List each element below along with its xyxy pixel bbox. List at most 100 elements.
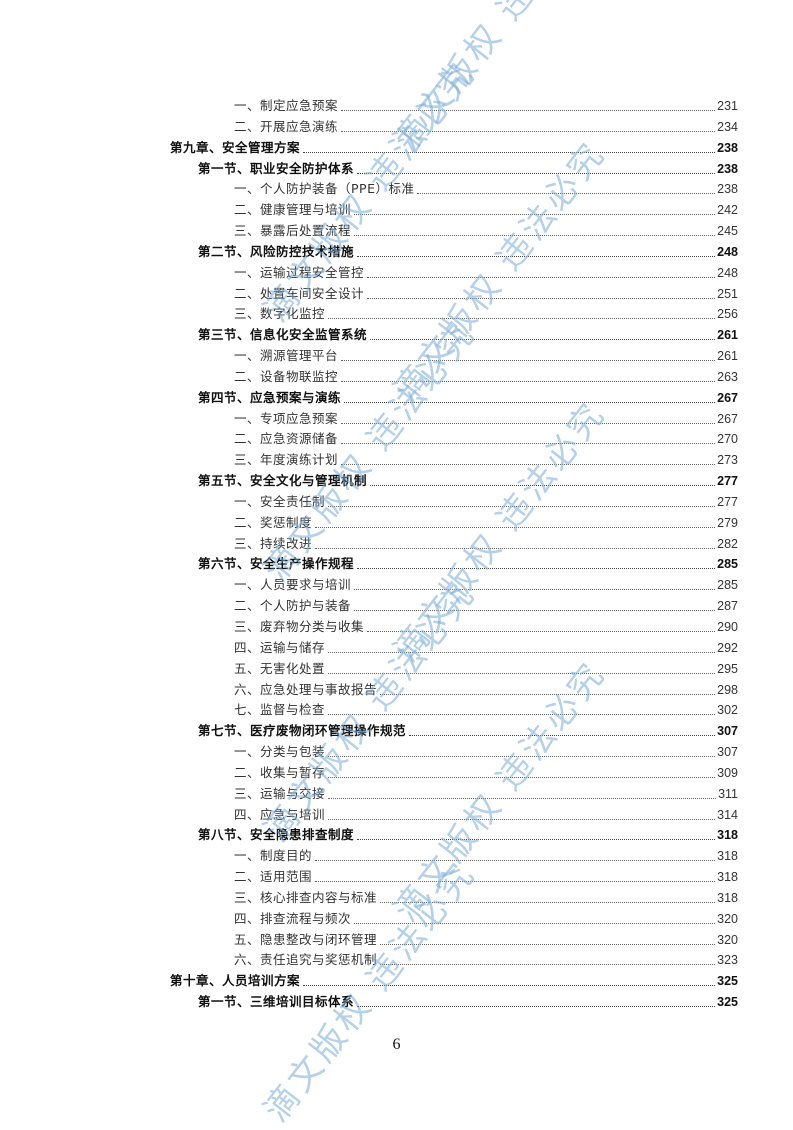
toc-section[interactable]: 第二节、风险防控技术措施 248 — [198, 242, 738, 262]
dot-leader — [357, 568, 716, 570]
toc-chapter[interactable]: 第十章、人员培训方案 325 — [170, 971, 738, 991]
toc-page: 263 — [717, 369, 738, 384]
toc-item[interactable]: 一、个人防护装备（PPE）标准 238 — [234, 179, 738, 199]
toc-item[interactable]: 三、暴露后处置流程 245 — [234, 221, 738, 241]
toc-page: 307 — [717, 745, 738, 760]
toc-item[interactable]: 二、个人防护与装备 287 — [234, 596, 738, 616]
toc-item[interactable]: 二、收集与暂存 309 — [234, 763, 738, 783]
toc-section[interactable]: 第七节、医疗废物闭环管理操作规范 307 — [198, 721, 738, 741]
toc-title: 四、运输与储存 — [234, 639, 326, 655]
toc-page: 277 — [717, 494, 738, 509]
toc-section[interactable]: 第四节、应急预案与演练 267 — [198, 388, 738, 408]
toc-title: 一、分类与包装 — [234, 744, 326, 760]
toc-item[interactable]: 一、制度目的 318 — [234, 846, 738, 866]
toc-section[interactable]: 第五节、安全文化与管理机制 277 — [198, 471, 738, 491]
toc-title: 七、监督与检查 — [234, 702, 326, 718]
dot-leader — [357, 1006, 716, 1008]
toc-section[interactable]: 第一节、三维培训目标体系 325 — [198, 992, 738, 1012]
toc-item[interactable]: 二、应急资源储备 270 — [234, 429, 738, 449]
dot-leader — [354, 235, 716, 237]
toc-item[interactable]: 二、健康管理与培训 242 — [234, 200, 738, 220]
toc-page: 231 — [717, 99, 738, 113]
toc-page: 282 — [717, 536, 738, 551]
toc-item[interactable]: 二、开展应急演练 234 — [234, 117, 738, 137]
toc-page: 325 — [717, 974, 738, 989]
toc-title: 一、专项应急预案 — [234, 410, 339, 426]
toc-section[interactable]: 第八节、安全隐患排查制度 318 — [198, 825, 738, 845]
toc-item[interactable]: 一、人员要求与培训 285 — [234, 575, 738, 595]
toc-item[interactable]: 三、核心排查内容与标准 318 — [234, 888, 738, 908]
toc-item[interactable]: 二、奖惩制度 279 — [234, 513, 738, 533]
dot-leader — [341, 110, 716, 111]
dot-leader — [328, 797, 717, 799]
toc-page: 248 — [717, 244, 738, 259]
toc-section[interactable]: 第六节、安全生产操作规程 285 — [198, 554, 738, 574]
toc-title: 二、个人防护与装备 — [234, 598, 352, 614]
toc-page: 311 — [718, 786, 738, 801]
toc-page: 287 — [717, 599, 738, 614]
toc-chapter[interactable]: 第九章、安全管理方案 238 — [170, 138, 738, 158]
toc-item[interactable]: 一、运输过程安全管控 248 — [234, 263, 738, 283]
dot-leader — [354, 214, 716, 216]
toc-item[interactable]: 七、监督与检查 302 — [234, 700, 738, 720]
toc-item[interactable]: 三、数字化监控 256 — [234, 304, 738, 324]
toc-title: 第二节、风险防控技术措施 — [198, 243, 355, 259]
toc-section[interactable]: 第三节、信息化安全监管系统 261 — [198, 325, 738, 345]
toc-item[interactable]: 三、运输与交接 311 — [234, 784, 738, 804]
dot-leader — [328, 776, 716, 778]
toc-item[interactable]: 三、废弃物分类与收集 290 — [234, 617, 738, 637]
toc-item[interactable]: 一、专项应急预案 267 — [234, 409, 738, 429]
toc-page: 267 — [717, 411, 738, 426]
toc-page: 261 — [717, 349, 738, 364]
dot-leader — [341, 380, 716, 382]
toc-title: 三、运输与交接 — [234, 785, 326, 801]
toc-page: 318 — [717, 870, 738, 885]
toc-page: 318 — [717, 890, 738, 905]
toc-item[interactable]: 四、应急与培训 314 — [234, 805, 738, 825]
toc-item[interactable]: 五、隐患整改与闭环管理 320 — [234, 930, 738, 950]
toc-item[interactable]: 一、安全责任制 277 — [234, 492, 738, 512]
toc-title: 四、应急与培训 — [234, 806, 326, 822]
toc-title: 二、应急资源储备 — [234, 431, 339, 447]
dot-leader — [341, 443, 716, 445]
toc-item[interactable]: 一、溯源管理平台 261 — [234, 346, 738, 366]
toc-title: 二、处置车间安全设计 — [234, 285, 365, 301]
toc-page: 314 — [717, 807, 738, 822]
dot-leader — [357, 839, 716, 841]
toc-item[interactable]: 一、分类与包装 307 — [234, 742, 738, 762]
toc-page: 279 — [717, 515, 738, 530]
toc-item[interactable]: 四、排查流程与频次 320 — [234, 909, 738, 929]
page-number: 6 — [392, 1036, 401, 1053]
toc-title: 四、排查流程与频次 — [234, 910, 352, 926]
toc-item[interactable]: 六、应急处理与事故报告 298 — [234, 680, 738, 700]
toc-title: 第一节、职业安全防护体系 — [198, 160, 355, 176]
toc-section[interactable]: 第一节、职业安全防护体系 238 — [198, 159, 738, 179]
toc-title: 第四节、应急预案与演练 — [198, 389, 342, 405]
toc-page: 307 — [717, 724, 738, 739]
dot-leader — [328, 672, 716, 674]
toc-page: 309 — [717, 765, 738, 780]
toc-title: 一、制定应急预案 — [234, 98, 339, 113]
toc-page: 248 — [717, 265, 738, 280]
toc-item[interactable]: 三、年度演练计划 273 — [234, 450, 738, 470]
toc-item[interactable]: 六、责任追究与奖惩机制 323 — [234, 950, 738, 970]
dot-leader — [354, 589, 716, 591]
toc-title: 第九章、安全管理方案 — [170, 139, 301, 155]
toc-title: 一、制度目的 — [234, 848, 313, 864]
toc-page: 285 — [717, 557, 738, 572]
toc-page: 267 — [717, 390, 738, 405]
toc-title: 二、适用范围 — [234, 869, 313, 885]
dot-leader — [341, 464, 716, 466]
toc-item[interactable]: 二、适用范围 318 — [234, 867, 738, 887]
toc-item[interactable]: 四、运输与储存 292 — [234, 638, 738, 658]
toc-item[interactable]: 二、处置车间安全设计 251 — [234, 284, 738, 304]
toc-item[interactable]: 三、持续改进 282 — [234, 534, 738, 554]
toc-title: 第七节、医疗废物闭环管理操作规范 — [198, 723, 407, 739]
toc-item[interactable]: 一、制定应急预案 231 — [234, 96, 738, 116]
toc-page: 256 — [717, 307, 738, 322]
dot-leader — [328, 318, 716, 320]
toc-title: 五、隐患整改与闭环管理 — [234, 931, 378, 947]
toc-item[interactable]: 二、设备物联监控 263 — [234, 367, 738, 387]
toc-item[interactable]: 五、无害化处置 295 — [234, 659, 738, 679]
dot-leader — [328, 756, 716, 758]
